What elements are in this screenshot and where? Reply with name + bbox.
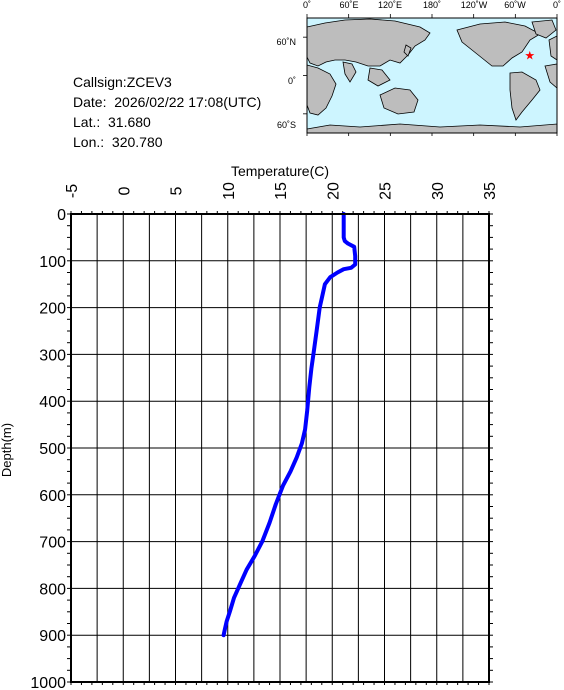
land-eurasia-east (306, 18, 431, 67)
callsign-text: Callsign:ZCEV3 (73, 74, 172, 90)
y-tick-label: 400 (39, 394, 66, 411)
x-tick-label: -5 (64, 184, 81, 198)
map-top-labels: 0˚ 60˚E 120˚E 180˚ 120˚W 60˚W 0˚ (303, 0, 561, 10)
date-text: Date: 2026/02/22 17:08(UTC) (73, 94, 262, 110)
y-axis-label: Depth(m) (0, 423, 14, 477)
map-lon-label: 180˚ (423, 0, 441, 10)
land-north-america (456, 21, 541, 67)
x-axis-label: Temperature(C) (231, 163, 329, 179)
star-icon: ★ (524, 48, 535, 62)
land-africa-east (306, 64, 337, 116)
x-tick-label: 35 (482, 182, 499, 200)
map-lon-label: 120˚W (461, 0, 488, 10)
map-lon-label: 0˚ (303, 0, 311, 10)
longitude-text: Lon.: 320.780 (73, 134, 163, 150)
land-australia (379, 87, 419, 115)
chart-grid (70, 213, 490, 683)
land-south-america (509, 71, 541, 121)
land-greenland (531, 19, 557, 39)
map-side-labels: 60˚N 0˚ 60˚S (276, 37, 296, 130)
y-tick-label: 700 (39, 535, 66, 552)
y-tick-label: 100 (39, 254, 66, 271)
y-tick-label: 200 (39, 301, 66, 318)
map-lat-label: 60˚S (277, 120, 296, 130)
x-tick-label: 25 (378, 182, 395, 200)
x-tick-label: 10 (221, 182, 238, 200)
x-tick-label: 5 (169, 186, 186, 195)
plot-frame (70, 213, 490, 683)
land-southeast-asia (367, 67, 391, 87)
cast-info: Callsign:ZCEV3 Date: 2026/02/22 17:08(UT… (73, 72, 261, 152)
temperature-profile-line (221, 212, 358, 638)
map-lon-label: 0˚ (553, 0, 561, 10)
location-map: 0˚ 60˚E 120˚E 180˚ 120˚W 60˚W 0˚ 60˚N 0˚… (276, 0, 561, 136)
map-lon-label: 60˚E (339, 0, 358, 10)
map-lon-label: 120˚E (378, 0, 402, 10)
y-tick-label: 0 (57, 207, 66, 224)
y-tick-label: 1000 (30, 675, 66, 690)
map-lat-label: 0˚ (288, 76, 296, 86)
x-tick-labels: -5 0 5 10 15 20 25 30 35 (64, 182, 499, 200)
y-tick-label: 600 (39, 488, 66, 505)
land-japan (403, 44, 412, 57)
y-tick-label: 300 (39, 347, 66, 364)
map-lon-label: 60˚W (504, 0, 526, 10)
map-lat-label: 60˚N (276, 37, 296, 47)
x-tick-label: 30 (430, 182, 447, 200)
x-tick-label: 0 (116, 186, 133, 195)
map-ticks (303, 14, 558, 136)
y-tick-labels: 0 100 200 300 400 500 600 700 800 900 1000 (30, 207, 66, 690)
x-tick-label: 20 (325, 182, 342, 200)
land-india (342, 61, 357, 83)
y-tick-label: 500 (39, 441, 66, 458)
map-land (306, 18, 558, 134)
y-tick-label: 900 (39, 628, 66, 645)
x-tick-label: 15 (273, 182, 290, 200)
latitude-text: Lat.: 31.680 (73, 114, 151, 130)
y-tick-label: 800 (39, 581, 66, 598)
